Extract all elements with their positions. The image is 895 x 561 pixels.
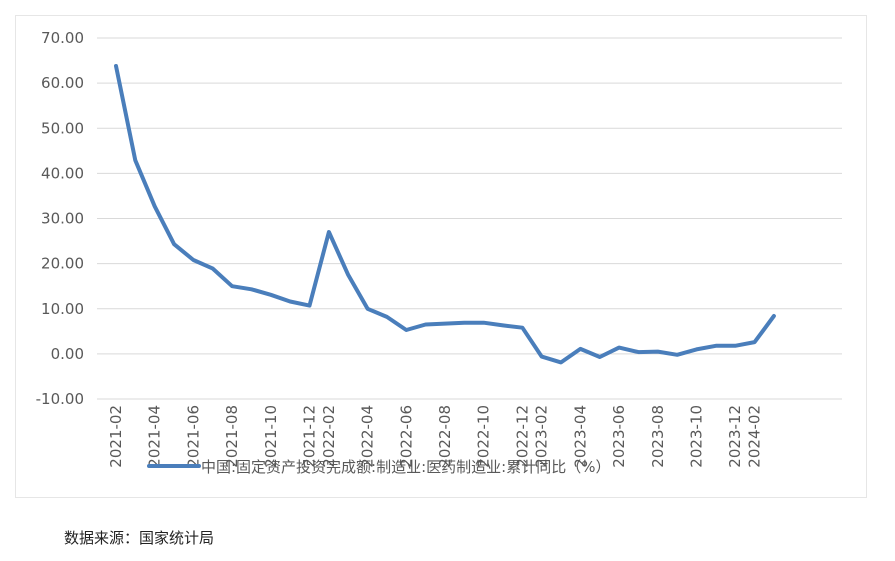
chart-area [15, 15, 867, 498]
y-tick-label: -10.00 [36, 390, 84, 408]
x-tick-label: 2022-06 [397, 405, 415, 468]
x-tick-label: 2021-04 [146, 405, 164, 468]
x-tick-label: 2023-06 [610, 405, 628, 468]
x-tick-label: 2023-10 [688, 405, 706, 468]
x-tick-label: 2021-12 [301, 405, 319, 468]
series-line [114, 64, 776, 365]
x-tick-label: 2021-06 [184, 405, 202, 468]
x-tick-label: 2023-02 [533, 405, 551, 468]
y-tick-label: 50.00 [41, 119, 84, 137]
x-tick-label: 2022-08 [436, 405, 454, 468]
x-tick-label: 2021-08 [223, 405, 241, 468]
y-tick-label: 0.00 [51, 345, 84, 363]
x-tick-label: 2022-02 [320, 405, 338, 468]
y-axis-ticks: 70.00 60.00 50.00 40.00 30.00 20.00 10.00 0.00 -… [36, 29, 84, 408]
y-tick-label: 30.00 [41, 210, 84, 228]
gridlines [97, 37, 842, 400]
x-tick-label: 2022-04 [359, 405, 377, 468]
x-tick-label: 2023-08 [649, 405, 667, 468]
x-axis-ticks: 2021-02 2021-04 2021-06 2021-08 2021-10 2021-… [107, 405, 764, 468]
y-tick-label: 20.00 [41, 255, 84, 273]
x-tick-label: 2024-02 [746, 405, 764, 468]
y-tick-label: 60.00 [41, 74, 84, 92]
x-tick-label: 2023-04 [571, 405, 589, 468]
y-tick-label: 70.00 [41, 29, 84, 47]
series-layer [114, 64, 776, 365]
legend-label: 中国:固定资产投资完成额:制造业:医药制造业:累计同比（%） [201, 458, 610, 476]
x-tick-label: 2021-02 [107, 405, 125, 468]
y-tick-label: 10.00 [41, 300, 84, 318]
x-tick-label: 2023-12 [726, 405, 744, 468]
x-tick-label: 2022-10 [475, 405, 493, 468]
x-tick-label: 2021-10 [262, 405, 280, 468]
legend: 中国:固定资产投资完成额:制造业:医药制造业:累计同比（%） [147, 458, 610, 476]
x-tick-label: 2022-12 [513, 405, 531, 468]
y-tick-label: 40.00 [41, 164, 84, 182]
source-note: 数据来源：国家统计局 [64, 529, 215, 547]
